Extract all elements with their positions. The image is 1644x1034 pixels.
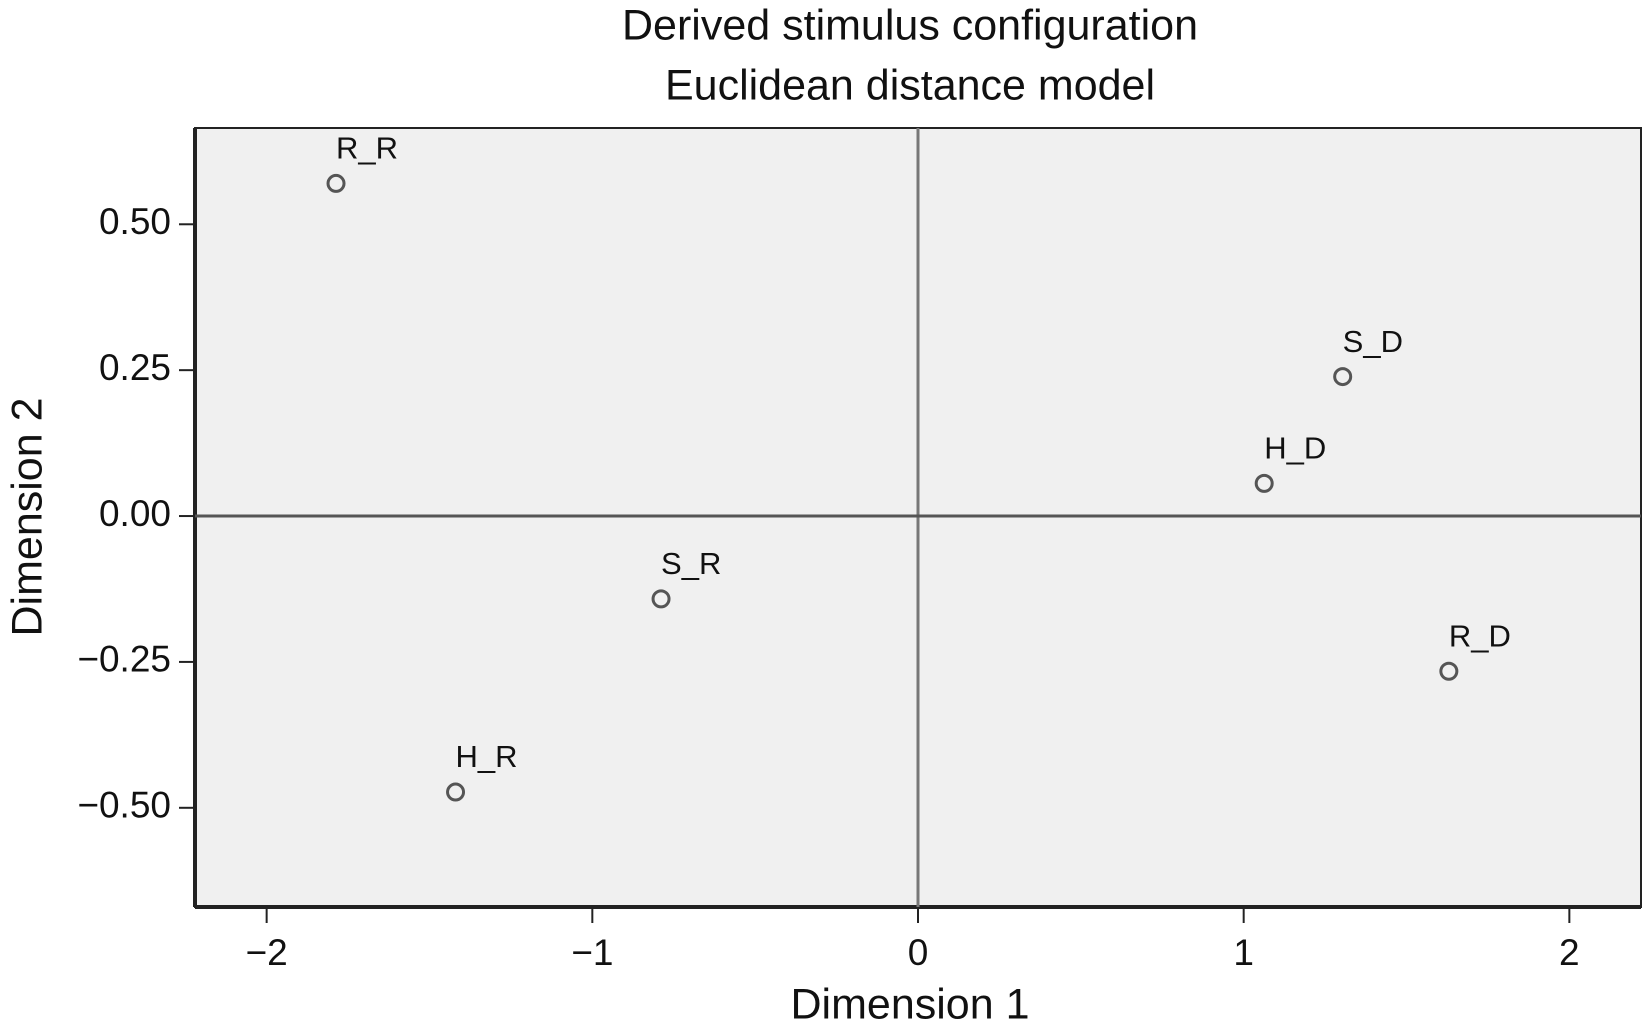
x-tick-label: 0 — [908, 932, 929, 973]
x-tick-label: −1 — [571, 932, 613, 973]
y-tick-label: 0.00 — [99, 493, 171, 534]
x-axis-title: Dimension 1 — [791, 980, 1030, 1028]
point — [326, 173, 346, 193]
x-tick-label: −2 — [246, 932, 288, 973]
point-label: H_R — [456, 739, 518, 774]
chart-title: Derived stimulus configuration — [622, 1, 1198, 49]
y-tick-label: 0.50 — [99, 201, 171, 242]
x-tick-label: 1 — [1233, 932, 1254, 973]
chart-subtitle: Euclidean distance model — [665, 61, 1155, 109]
point-label: R_R — [336, 131, 398, 166]
point-label: R_D — [1449, 618, 1511, 653]
point-label: H_D — [1264, 431, 1326, 466]
y-tick-label: −0.25 — [77, 639, 171, 680]
y-axis-title: Dimension 2 — [3, 398, 51, 637]
y-tick-label: −0.50 — [77, 785, 171, 826]
x-tick-label: 2 — [1559, 932, 1580, 973]
point — [1333, 367, 1353, 387]
point — [446, 782, 466, 802]
y-tick-label: 0.25 — [99, 347, 171, 388]
point — [1254, 473, 1274, 493]
point — [651, 589, 671, 609]
point-label: S_R — [661, 546, 721, 581]
point — [1439, 661, 1459, 681]
point-label: S_D — [1343, 324, 1403, 359]
